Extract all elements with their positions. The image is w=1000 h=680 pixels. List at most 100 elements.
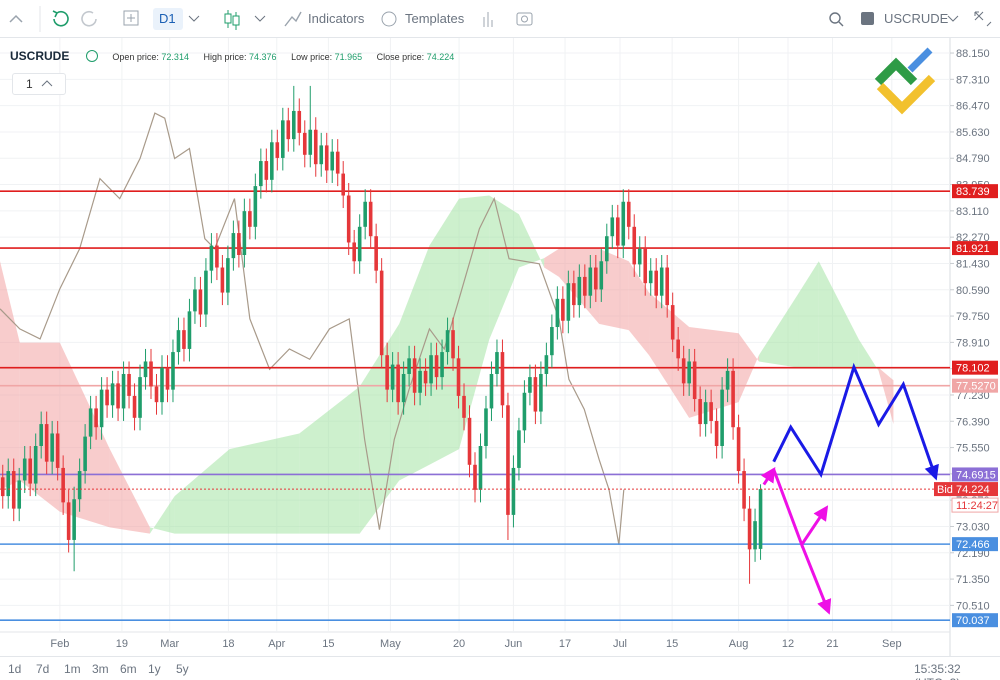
timer: 11:24:27 xyxy=(956,500,998,512)
cloud-segment xyxy=(0,261,20,490)
candle-body xyxy=(330,151,335,171)
candle-body xyxy=(281,120,285,158)
candle-body xyxy=(297,110,302,133)
pane-number: 1 xyxy=(26,77,33,91)
candle-body xyxy=(555,298,560,328)
candle-body xyxy=(110,383,115,406)
candle-body xyxy=(632,226,637,265)
logo-yellow xyxy=(876,74,936,115)
indicators-icon[interactable] xyxy=(284,11,302,27)
collapse-icon[interactable] xyxy=(9,14,23,23)
timeframe-dropdown[interactable] xyxy=(188,15,200,22)
candle-body xyxy=(182,330,186,349)
timeframe[interactable]: D1 xyxy=(159,11,176,26)
candle-body xyxy=(648,270,653,284)
timeframe-button[interactable] xyxy=(153,8,183,30)
indicators-button[interactable]: Indicators xyxy=(308,11,365,26)
level-badge xyxy=(952,613,998,628)
x-tick-label: May xyxy=(380,638,401,650)
candle-body xyxy=(500,352,505,406)
save-icon[interactable] xyxy=(861,12,874,25)
candle-body xyxy=(522,392,527,431)
fullscreen-icon[interactable] xyxy=(974,11,992,27)
range-button[interactable]: 3m xyxy=(92,662,109,676)
x-tick-label: 18 xyxy=(222,638,234,650)
forecast-arrow xyxy=(800,544,832,615)
open-value: 72.314 xyxy=(161,52,189,62)
range-button[interactable]: 5y xyxy=(176,662,189,676)
range-button[interactable]: 7d xyxy=(36,662,50,676)
candle-body xyxy=(681,358,686,384)
level-label: 74.6915 xyxy=(956,469,996,481)
cloud-segment xyxy=(599,248,629,331)
range-button[interactable]: 1d xyxy=(8,662,22,676)
candle-body xyxy=(599,261,604,290)
candle-body xyxy=(302,132,307,155)
cloud-segment xyxy=(758,292,799,368)
candle-body xyxy=(0,477,5,497)
x-tick-label: Feb xyxy=(50,638,69,650)
candle-body xyxy=(22,458,27,481)
range-button[interactable]: 6m xyxy=(120,662,137,676)
candle-body xyxy=(270,142,274,180)
screenshot-icon[interactable] xyxy=(516,12,533,26)
y-tick-label: 86.470 xyxy=(956,101,990,113)
low-label: Low price: xyxy=(291,52,333,62)
symbol-selector[interactable]: USCRUDE xyxy=(884,11,949,26)
add-icon[interactable] xyxy=(123,10,139,26)
symbol-dropdown[interactable] xyxy=(947,15,959,22)
templates-icon[interactable] xyxy=(381,11,397,27)
candle-body xyxy=(220,267,225,293)
cloud-segment xyxy=(149,496,175,534)
level-label: 77.5270 xyxy=(956,381,996,393)
pane-selector[interactable]: 1 xyxy=(12,73,66,95)
cloud-segment xyxy=(518,214,545,268)
level-label: 81.921 xyxy=(956,243,990,255)
candle-body xyxy=(462,395,466,418)
bid-label: Bid xyxy=(937,484,953,496)
candle-body xyxy=(368,201,373,237)
candle-body xyxy=(171,352,175,390)
chart-type-dropdown[interactable] xyxy=(254,15,266,22)
plot-area xyxy=(0,38,950,632)
range-button[interactable]: 1m xyxy=(64,662,81,676)
candle-body xyxy=(50,433,54,462)
candle-body xyxy=(434,355,439,378)
level-badge xyxy=(952,360,998,375)
cloud-segment xyxy=(544,248,560,277)
candle-icon[interactable] xyxy=(224,13,232,24)
candle-body xyxy=(385,355,389,390)
y-tick-label: 81.430 xyxy=(956,258,990,270)
range-button[interactable]: 1y xyxy=(148,662,161,676)
candle-body xyxy=(33,446,38,484)
level-label: 78.102 xyxy=(956,363,990,375)
clock-icon xyxy=(85,50,98,62)
candle-body xyxy=(379,270,384,356)
candle-body xyxy=(83,436,87,472)
candle-body xyxy=(544,355,549,374)
level-badge xyxy=(952,467,998,482)
cloud-segment xyxy=(649,292,690,418)
candle-body xyxy=(604,236,609,262)
candle-body xyxy=(324,145,329,171)
candle-body xyxy=(423,370,428,384)
cloud-segment xyxy=(229,433,300,534)
cloud-segment xyxy=(798,261,819,368)
candle-body xyxy=(709,402,713,421)
cloud-segment xyxy=(489,195,519,340)
candle-body xyxy=(127,373,131,396)
candle-body xyxy=(346,195,351,243)
undo-icon[interactable] xyxy=(52,10,69,27)
candle-body xyxy=(198,289,203,315)
redo-icon[interactable] xyxy=(81,10,97,27)
search-icon[interactable] xyxy=(829,12,841,24)
templates-button[interactable]: Templates xyxy=(405,11,465,26)
level-label: 72.466 xyxy=(956,539,990,551)
cloud-segment xyxy=(299,386,360,534)
bars-icon[interactable] xyxy=(483,12,493,27)
candle-body xyxy=(440,352,444,378)
candle-body xyxy=(659,267,664,296)
candle-body xyxy=(215,245,219,268)
x-tick-label: Apr xyxy=(268,638,285,650)
